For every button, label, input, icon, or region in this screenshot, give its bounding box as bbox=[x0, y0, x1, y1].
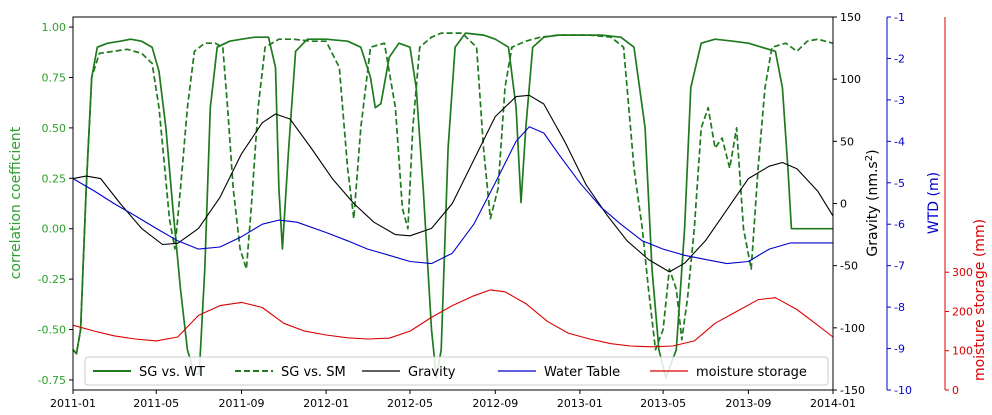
wtd-tick-label: -3 bbox=[894, 94, 905, 107]
wtd-tick-label: -9 bbox=[894, 343, 905, 356]
wtd-tick-label: -10 bbox=[894, 384, 912, 397]
series-line-sg-vs-wt bbox=[72, 32, 833, 379]
correlation-axis-label: correlation coefficient bbox=[8, 126, 24, 279]
series-line-moisture-storage bbox=[72, 289, 834, 348]
moisture-axis-label: moisture storage (mm) bbox=[972, 219, 988, 381]
x-tick-label: 2011-09 bbox=[219, 397, 265, 410]
correlation-tick-label: 0.25 bbox=[42, 172, 67, 185]
wtd-tick-label: -4 bbox=[894, 135, 905, 148]
legend-box bbox=[84, 356, 829, 386]
moisture-tick-label: 300 bbox=[952, 266, 973, 279]
wtd-tick-label: -6 bbox=[894, 218, 905, 231]
legend-label: Water Table bbox=[544, 365, 620, 380]
correlation-tick-label: 0.75 bbox=[42, 71, 67, 84]
correlation-tick-label: -0.75 bbox=[38, 374, 66, 387]
x-axis: 2011-01 2011-05 2011-09 2012-01 2012-05 2012-… bbox=[50, 390, 856, 410]
x-tick-label: 2012-05 bbox=[387, 397, 433, 410]
gravity-axis: -150 -100 -50 0 50 100 150 bbox=[833, 11, 865, 397]
x-tick-label: 2012-01 bbox=[303, 397, 349, 410]
gravity-axis-label-text: Gravity (nm.s bbox=[865, 161, 881, 256]
gravity-axis-label-close: ) bbox=[865, 149, 881, 154]
wtd-tick-label: -8 bbox=[894, 301, 905, 314]
gravity-axis-label-sup: 2 bbox=[864, 155, 875, 161]
correlation-tick-label: -0.50 bbox=[38, 324, 66, 337]
legend-label: SG vs. WT bbox=[139, 365, 205, 380]
x-tick-label: 2014-01 bbox=[810, 397, 856, 410]
x-tick-label: 2012-09 bbox=[472, 397, 518, 410]
gravity-axis-label: Gravity (nm.s2) bbox=[864, 149, 881, 256]
gravity-tick-label: 150 bbox=[840, 11, 861, 24]
gravity-tick-label: -100 bbox=[840, 322, 865, 335]
x-tick-label: 2011-01 bbox=[50, 397, 96, 410]
x-tick-label: 2011-05 bbox=[133, 397, 179, 410]
gravity-tick-label: 100 bbox=[840, 73, 861, 86]
correlation-tick-label: 1.00 bbox=[42, 21, 67, 34]
wtd-axis-label: WTD (m) bbox=[926, 172, 942, 234]
correlation-axis: -0.75 -0.50 -0.25 0.00 0.25 0.50 0.75 1.00 bbox=[38, 21, 73, 387]
gravity-tick-label: 50 bbox=[840, 135, 854, 148]
wtd-tick-label: -5 bbox=[894, 177, 905, 190]
legend: SG vs. WT SG vs. SM Gravity Water Table mois… bbox=[84, 356, 829, 386]
moisture-axis: 0 100 200 300 bbox=[944, 17, 973, 397]
series-layer bbox=[72, 32, 834, 379]
gravity-tick-label: 0 bbox=[840, 198, 847, 211]
correlation-tick-label: -0.25 bbox=[38, 273, 66, 286]
gravity-tick-label: -50 bbox=[840, 260, 858, 273]
series-line-water-table bbox=[72, 126, 833, 265]
wtd-tick-label: -7 bbox=[894, 260, 905, 273]
wtd-axis: -10 -9 -8 -7 -6 -5 -4 -3 -2 -1 bbox=[886, 11, 912, 397]
x-tick-label: 2013-09 bbox=[725, 397, 771, 410]
gravity-tick-label: -150 bbox=[840, 384, 865, 397]
correlation-tick-label: 0.50 bbox=[42, 122, 67, 135]
moisture-tick-label: 0 bbox=[952, 384, 959, 397]
series-line-sg-vs-sm bbox=[72, 32, 834, 355]
x-tick-label: 2013-01 bbox=[557, 397, 603, 410]
moisture-tick-label: 200 bbox=[952, 305, 973, 318]
wtd-tick-label: -1 bbox=[894, 11, 905, 24]
correlation-tick-label: 0.00 bbox=[42, 223, 67, 236]
wtd-tick-label: -2 bbox=[894, 52, 905, 65]
legend-label: SG vs. SM bbox=[281, 365, 346, 380]
legend-label: Gravity bbox=[408, 365, 456, 380]
legend-label: moisture storage bbox=[696, 365, 807, 380]
x-tick-label: 2013-05 bbox=[640, 397, 686, 410]
moisture-tick-label: 100 bbox=[952, 345, 973, 358]
series-line-gravity bbox=[72, 94, 834, 273]
